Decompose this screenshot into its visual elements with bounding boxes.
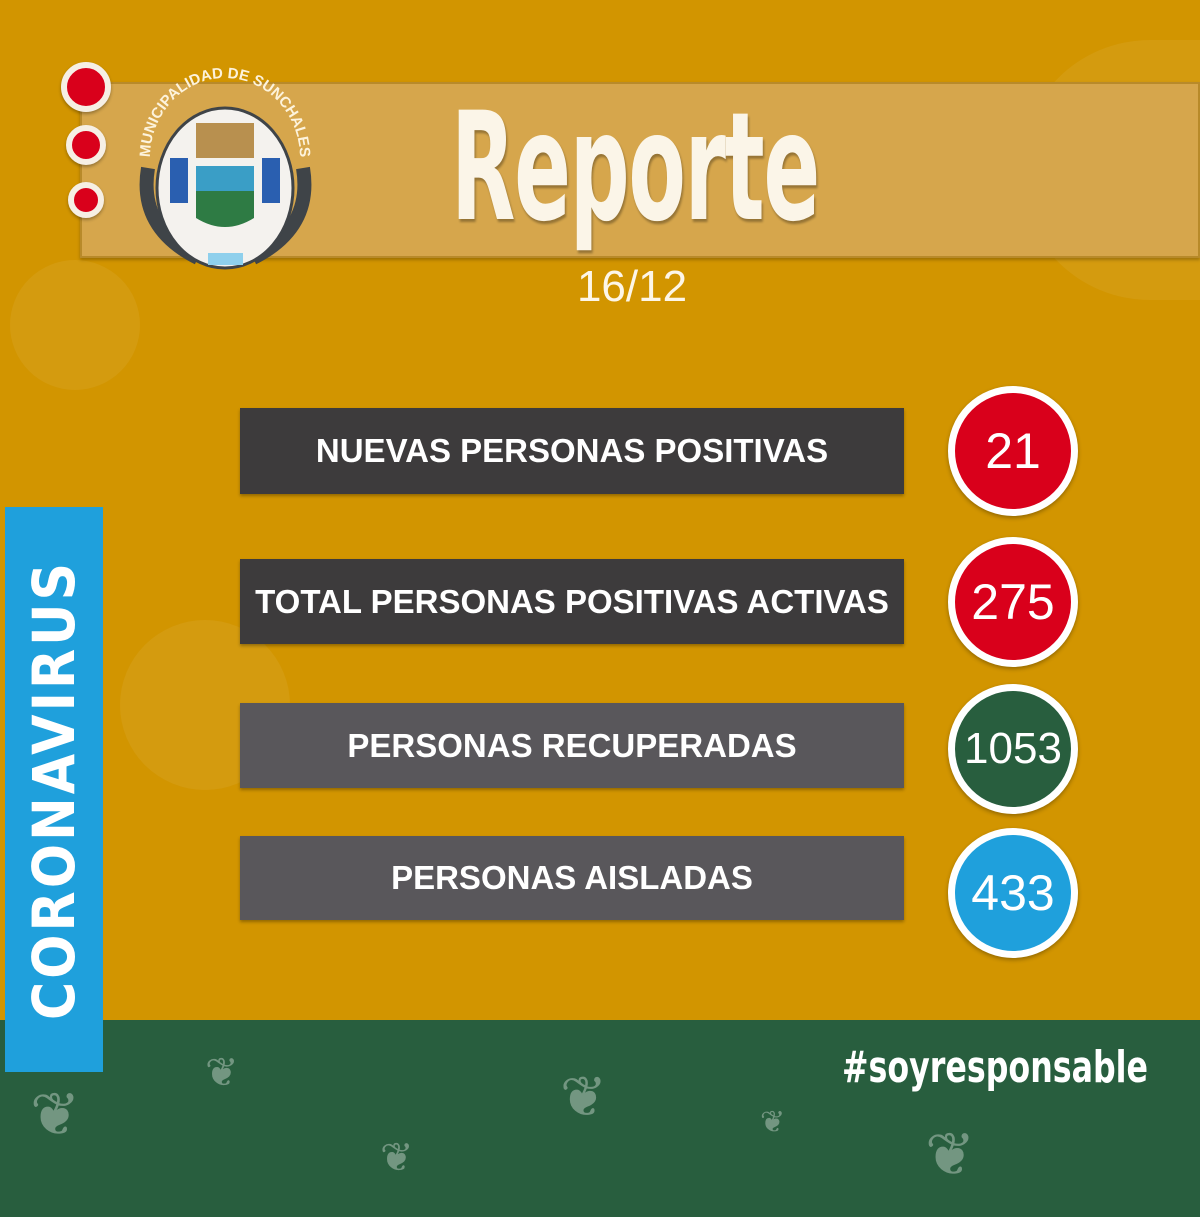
stat-value-active-positive: 275 [948,537,1078,667]
red-dot [61,62,111,112]
red-dot [66,125,106,165]
side-label-strip: CORONAVIRUS [5,507,103,1072]
hashtag: #soyresponsable [841,1042,1149,1093]
side-label: CORONAVIRUS [20,559,88,1020]
leaf-icon: ❦ [760,1105,786,1140]
stat-label-active-positive: TOTAL PERSONAS POSITIVAS ACTIVAS [240,559,904,644]
leaf-icon: ❦ [380,1135,414,1181]
red-dot [68,182,104,218]
municipal-coat-of-arms-logo: MUNICIPALIDAD DE SUNCHALES [128,58,323,278]
stat-value-recovered: 1053 [948,684,1078,814]
stat-label-new-positive: NUEVAS PERSONAS POSITIVAS [240,408,904,494]
footer-band: ❦ ❦ ❦ ❦ ❦ ❦ [0,1020,1200,1217]
stat-value-isolated: 433 [948,828,1078,958]
stat-label-isolated: PERSONAS AISLADAS [240,836,904,920]
report-date: 16/12 [576,262,688,311]
virus-decoration [10,260,140,390]
page-title: Reporte [451,81,820,255]
leaf-icon: ❦ [925,1120,976,1190]
leaf-icon: ❦ [30,1080,81,1150]
stat-value-new-positive: 21 [948,386,1078,516]
leaf-icon: ❦ [205,1050,239,1096]
stat-label-recovered: PERSONAS RECUPERADAS [240,703,904,788]
leaf-icon: ❦ [560,1065,607,1130]
